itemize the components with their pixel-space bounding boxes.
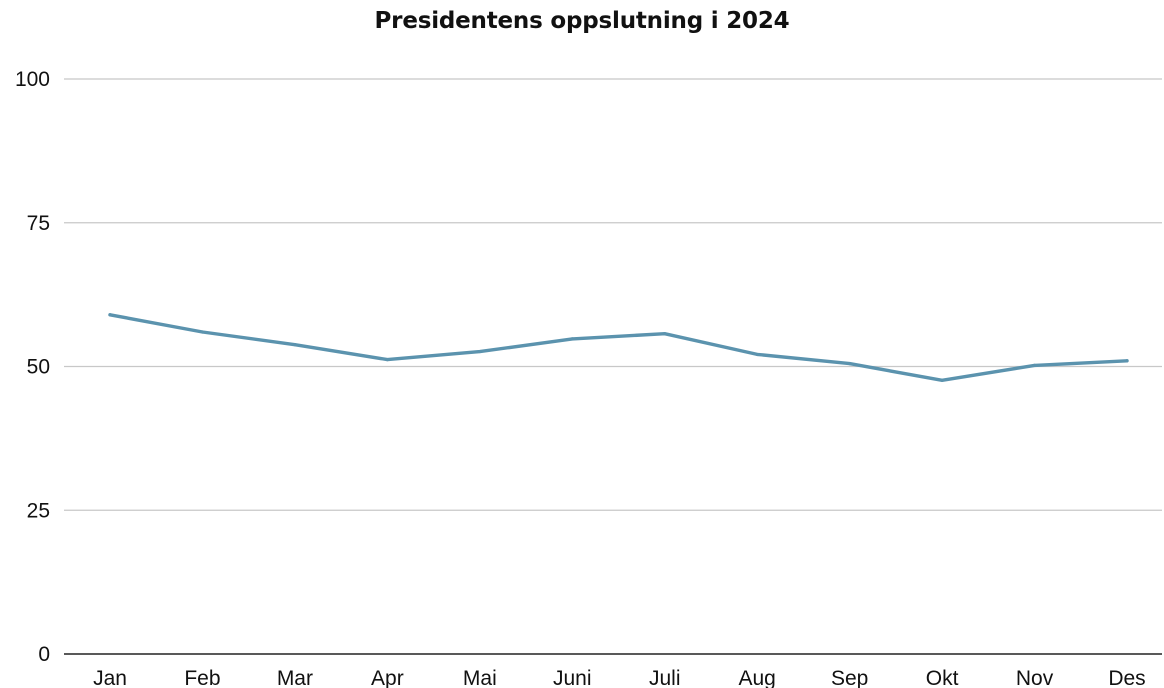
x-tick-label: Feb: [184, 667, 220, 688]
data-point: [755, 352, 759, 357]
y-tick-label: 0: [38, 643, 50, 666]
y-tick-label: 25: [27, 499, 50, 522]
x-tick-label: Mai: [463, 667, 497, 688]
x-tick-label: Okt: [926, 667, 959, 688]
data-point: [940, 378, 944, 382]
y-axis-tick-labels: 0 25 50 75 100: [15, 68, 50, 666]
x-tick-label: Juli: [649, 667, 681, 688]
x-tick-label: Nov: [1016, 667, 1054, 688]
x-tick-label: Apr: [371, 667, 404, 688]
x-tick-label: Jan: [93, 667, 127, 688]
data-point: [848, 362, 852, 366]
x-tick-label: Aug: [738, 667, 775, 688]
series-layer: [108, 313, 1129, 382]
y-tick-label: 50: [27, 356, 50, 379]
data-point: [108, 313, 112, 317]
data-point: [663, 332, 667, 336]
x-tick-label: Mar: [277, 667, 313, 688]
data-point: [1032, 363, 1037, 367]
x-tick-label: Sep: [831, 667, 868, 688]
data-point: [293, 343, 297, 347]
data-point: [385, 358, 389, 362]
grid-lines: [64, 78, 1162, 511]
chart-title: Presidentens oppslutning i 2024: [374, 8, 790, 34]
data-point: [200, 330, 205, 334]
data-point: [570, 337, 574, 341]
series-line: [108, 313, 1129, 382]
x-tick-label: Des: [1108, 667, 1145, 688]
y-tick-label: 75: [27, 212, 50, 235]
x-axis-tick-labels: Jan Feb Mar Apr Mai Juni Juli Aug Sep Okt Nov Des: [93, 667, 1146, 688]
data-point: [478, 349, 482, 354]
x-tick-label: Juni: [553, 667, 592, 688]
y-tick-label: 100: [15, 68, 50, 91]
data-point: [1125, 359, 1129, 363]
